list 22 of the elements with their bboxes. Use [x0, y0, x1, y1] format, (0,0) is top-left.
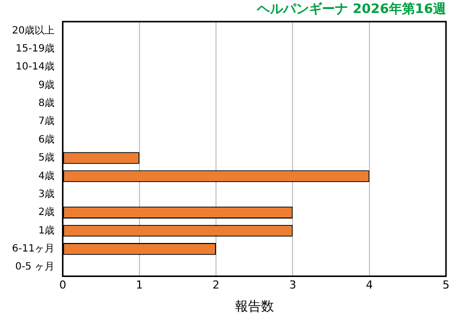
x-axis-title: 報告数 — [234, 300, 274, 315]
x-tick-label: 1 — [136, 278, 143, 292]
y-tick-label: 8歳 — [38, 97, 55, 110]
y-tick-label: 5歳 — [38, 152, 55, 164]
x-tick-label: 2 — [212, 278, 220, 292]
y-tick-label: 6歳 — [38, 133, 55, 146]
y-tick-label: 1歳 — [38, 224, 55, 236]
x-tick-label: 0 — [59, 278, 66, 292]
y-tick-label: 3歳 — [38, 188, 55, 200]
y-tick-label: 7歳 — [38, 115, 55, 128]
y-tick-label: 0-5 ヶ月 — [15, 262, 55, 273]
y-tick-label: 2歳 — [38, 206, 55, 218]
chart-title: ヘルパンギーナ 2026年第16週 — [256, 2, 447, 18]
y-tick-label: 9歳 — [38, 78, 55, 91]
x-tick-label: 3 — [289, 278, 296, 292]
y-tick-label: 6-11ヶ月 — [12, 244, 55, 255]
y-tick-label: 4歳 — [38, 170, 55, 182]
y-tick-label: 20歳以上 — [12, 24, 55, 36]
x-tick-label: 4 — [366, 278, 373, 292]
x-tick-label: 5 — [442, 278, 450, 292]
y-tick-label: 10-14歳 — [16, 60, 55, 73]
y-tick-label: 15-19歳 — [16, 42, 55, 54]
